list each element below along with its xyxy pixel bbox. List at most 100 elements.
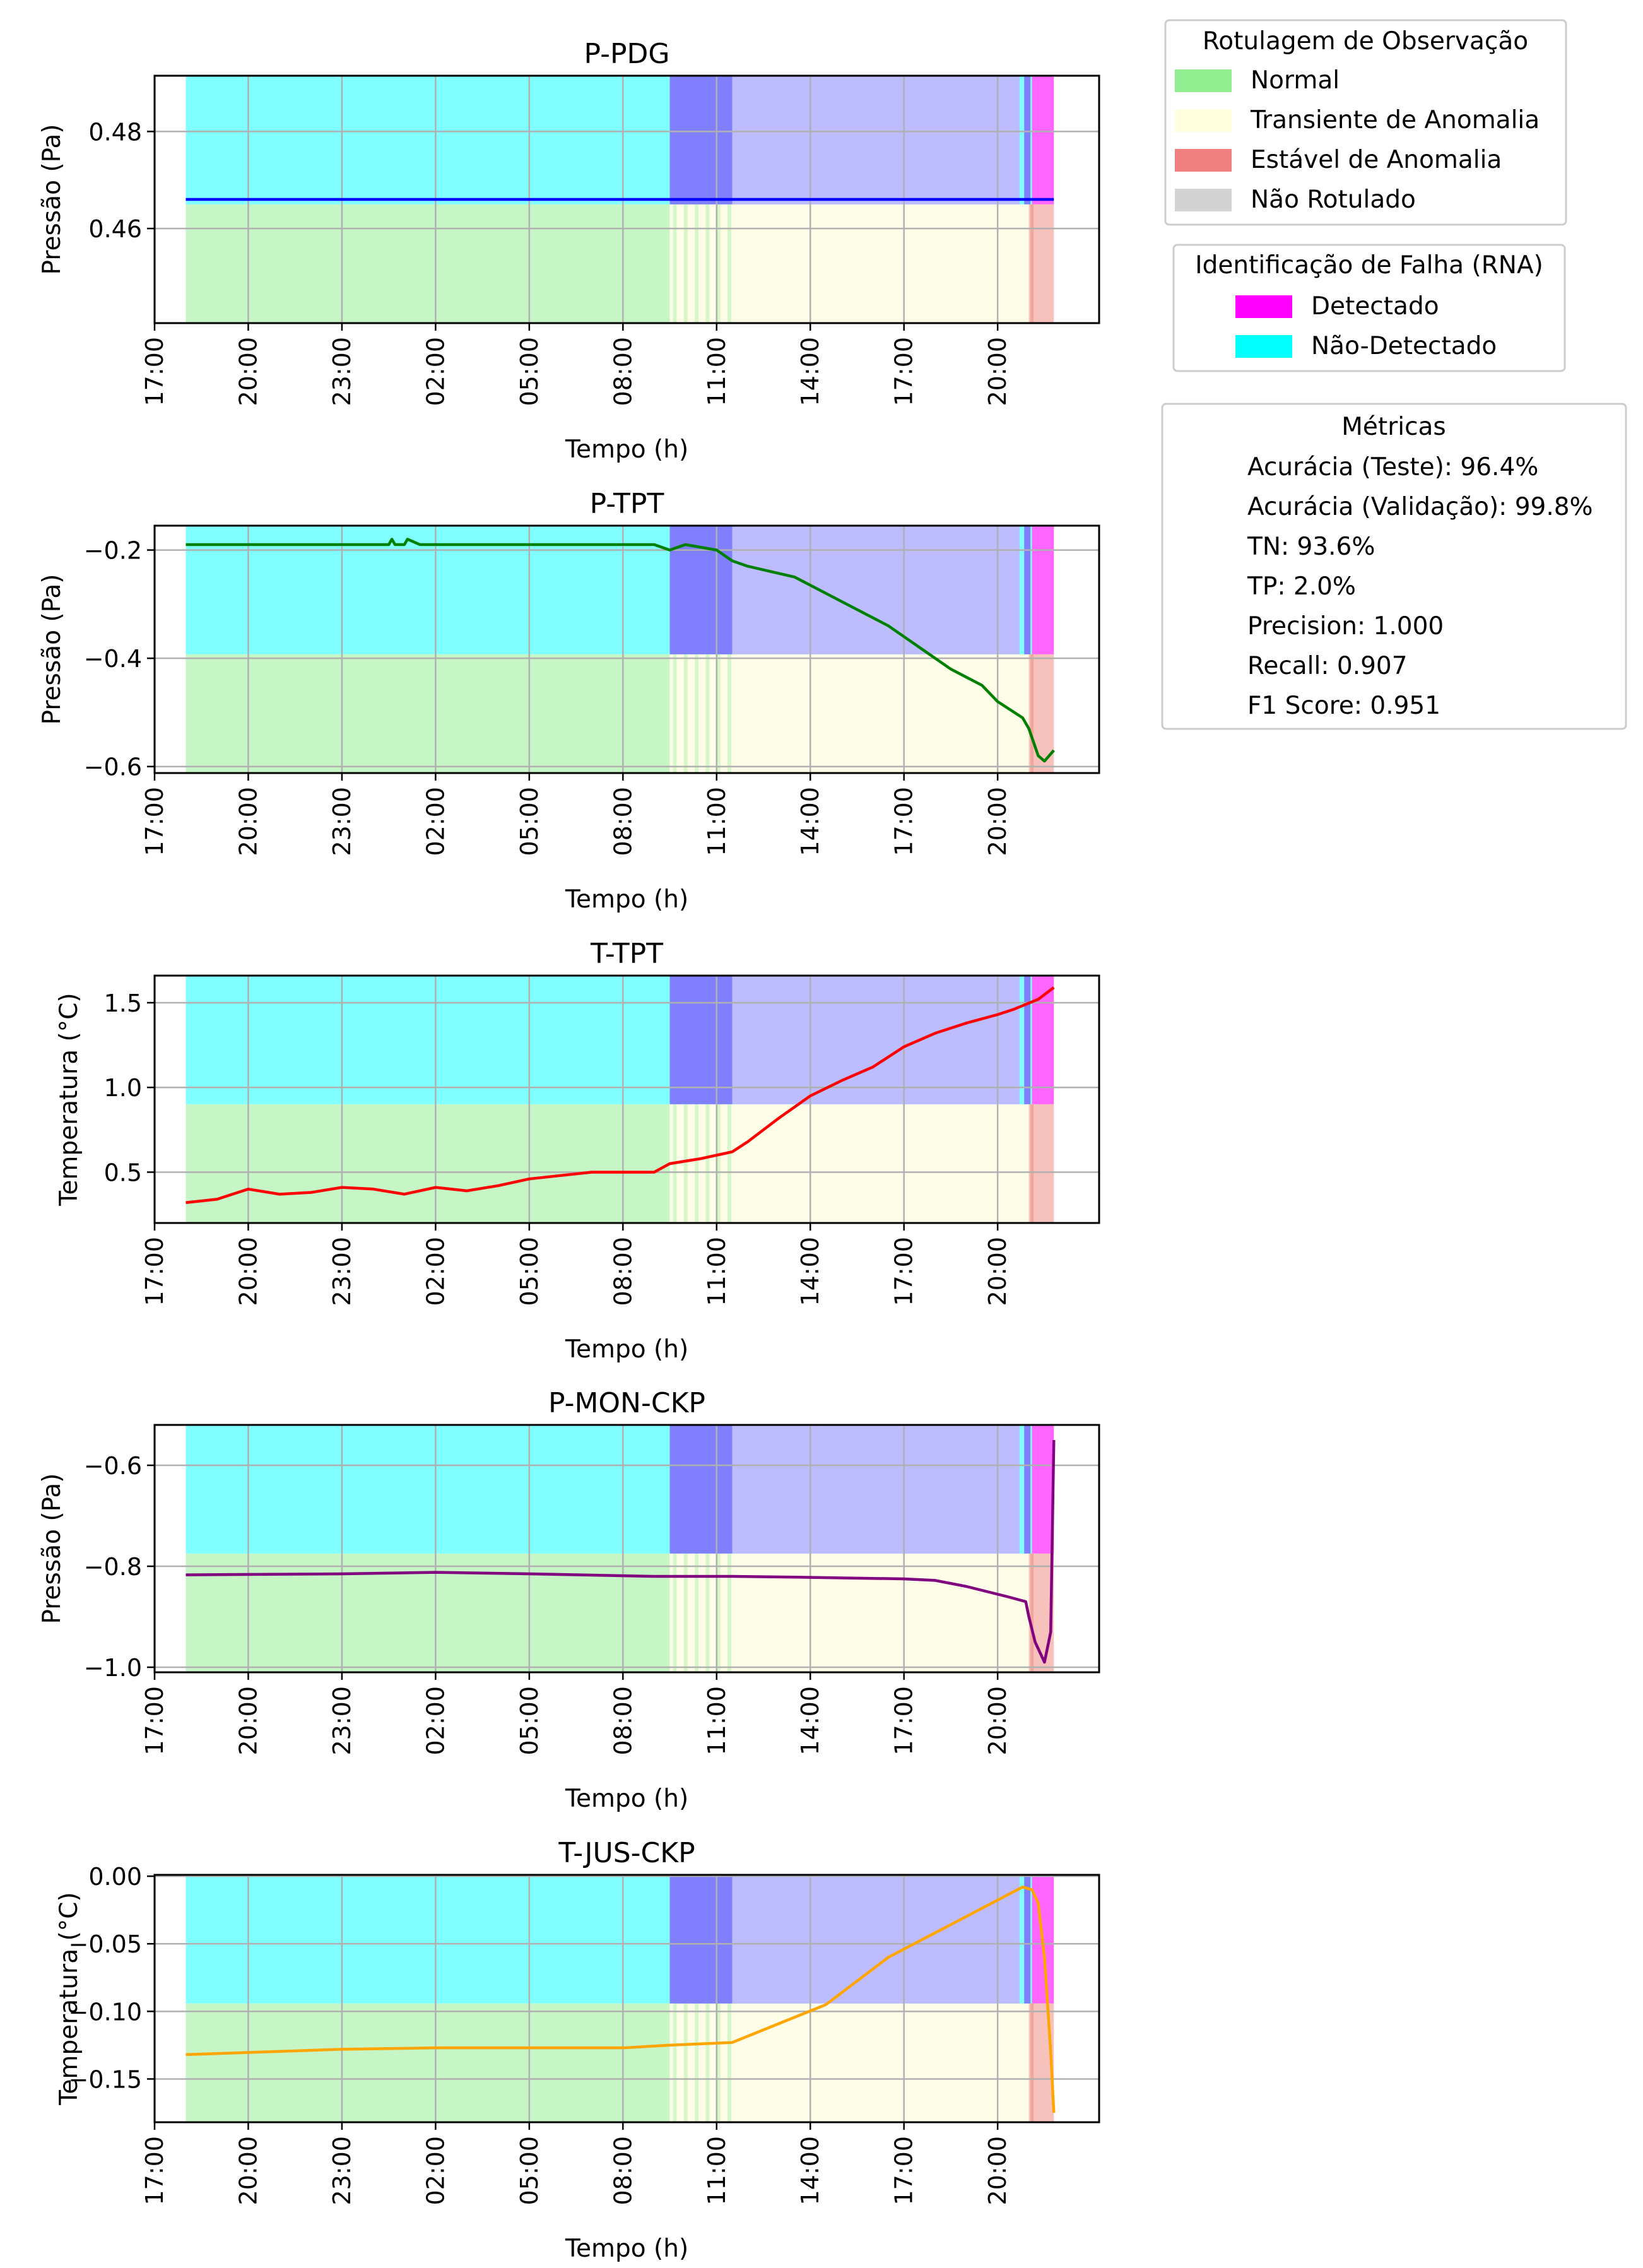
- subplot-title: P-MON-CKP: [548, 1387, 705, 1419]
- band-transition-stripe: [695, 2003, 699, 2122]
- metrics-title: Métricas: [1341, 413, 1446, 441]
- x-tick-label: 08:00: [609, 787, 637, 856]
- band-transition-stripe: [705, 2003, 710, 2122]
- band-detected: [1032, 1425, 1054, 1554]
- y-tick-label: 0.46: [88, 215, 142, 243]
- subplot-title: P-PDG: [584, 38, 670, 70]
- x-tick-label: 17:00: [141, 787, 168, 856]
- x-tick-label: 23:00: [328, 2136, 356, 2206]
- band-transition-stripe: [727, 654, 732, 773]
- band-normal: [186, 1104, 670, 1223]
- x-tick-label: 08:00: [609, 1237, 637, 1306]
- band-transient: [669, 204, 1029, 323]
- band-overlay-test: [732, 1875, 1020, 2004]
- subplot-title: T-TPT: [590, 938, 663, 970]
- y-tick-label: 0.00: [88, 1863, 142, 1891]
- x-tick-label: 11:00: [703, 1686, 731, 1756]
- y-axis-label: Pressão (Pa): [38, 574, 66, 725]
- band-overlay-validation: [669, 526, 733, 654]
- band-transition-stripe: [695, 1104, 699, 1223]
- x-axis-label: Tempo (h): [565, 1785, 688, 1813]
- x-tick-label: 23:00: [328, 1686, 356, 1756]
- y-tick-label: −1.0: [84, 1654, 142, 1682]
- x-tick-label: 11:00: [703, 787, 731, 856]
- plot-frame: [153, 1424, 1100, 1674]
- x-tick-label: 20:00: [984, 1686, 1011, 1756]
- y-axis-label: Pressão (Pa): [38, 1474, 66, 1624]
- x-tick-label: 17:00: [890, 2136, 918, 2206]
- subplot-title: T-JUS-CKP: [558, 1837, 695, 1869]
- x-tick-label: 20:00: [234, 1686, 262, 1756]
- x-tick-label: 17:00: [141, 1237, 168, 1306]
- legend-fault: Identificação de Falha (RNA) Detectado Nã…: [1172, 244, 1566, 372]
- subplot-p-tpt: P-TPT −0.6 −0.4 −0.2 Pressão (Pa) 17:00 20:00 2…: [38, 488, 1100, 914]
- subplot-t-tpt: T-TPT 0.5 1.0 1.5 Temperatura (°C) 17:00 20:00…: [55, 938, 1100, 1364]
- x-tick-label: 14:00: [796, 1686, 824, 1756]
- series-line: [186, 1439, 1056, 1664]
- x-tick-label: 20:00: [984, 2136, 1011, 2206]
- plot-frame: [153, 1874, 1100, 2123]
- x-tick-label: 14:00: [796, 787, 824, 856]
- band-transient: [669, 654, 1029, 773]
- metric-line: Recall: 0.907: [1247, 652, 1408, 680]
- band-transition-stripe: [673, 204, 677, 323]
- band-overlay-end: [1024, 976, 1031, 1104]
- legend-fault-title: Identificação de Falha (RNA): [1195, 251, 1543, 280]
- legend-label: Transiente de Anomalia: [1250, 106, 1540, 134]
- legend-swatch: [1235, 335, 1292, 358]
- x-tick-label: 23:00: [328, 337, 356, 406]
- y-tick-label: 0.5: [104, 1159, 142, 1186]
- band-transition-stripe: [727, 1104, 732, 1223]
- band-transition-stripe: [673, 1553, 677, 1672]
- legend-swatch: [1175, 109, 1232, 132]
- band-transition-stripe: [716, 1104, 721, 1223]
- band-transient: [669, 2003, 1029, 2122]
- band-transition-stripe: [705, 1104, 710, 1223]
- band-transition-stripe: [695, 654, 699, 773]
- metric-line: TN: 93.6%: [1247, 533, 1375, 561]
- metric-line: TP: 2.0%: [1247, 572, 1356, 601]
- x-tick-label: 05:00: [515, 337, 543, 406]
- x-tick-label: 20:00: [234, 1237, 262, 1306]
- y-tick-label: −0.8: [84, 1553, 142, 1581]
- band-transition-stripe: [683, 1553, 688, 1672]
- band-transition-stripe: [683, 1104, 688, 1223]
- legend-label: Normal: [1251, 66, 1340, 95]
- x-tick-label: 05:00: [515, 2136, 543, 2206]
- band-transition-stripe: [673, 654, 677, 773]
- band-overlay-validation: [669, 976, 733, 1104]
- metric-line: F1 Score: 0.951: [1247, 692, 1440, 720]
- band-overlay-test: [732, 76, 1020, 204]
- series-line: [186, 986, 1055, 1205]
- y-axis-label: Pressão (Pa): [38, 124, 66, 275]
- x-tick-label: 11:00: [703, 337, 731, 406]
- band-transition-stripe: [683, 204, 688, 323]
- band-detected: [1032, 526, 1054, 654]
- band-transition-stripe: [716, 654, 721, 773]
- x-tick-label: 23:00: [328, 1237, 356, 1306]
- band-overlay-test: [732, 1425, 1020, 1554]
- band-overlay-end: [1024, 1425, 1031, 1554]
- band-overlay-end: [1024, 526, 1031, 654]
- x-tick-label: 02:00: [421, 787, 449, 856]
- metric-line: Precision: 1.000: [1247, 612, 1444, 641]
- x-tick-label: 17:00: [890, 787, 918, 856]
- x-tick-label: 20:00: [234, 2136, 262, 2206]
- charts-area: P-PDG 0.46 0.48 Pressão (Pa) 17:00 20:00 23:00…: [38, 38, 1100, 2263]
- band-transition-stripe: [705, 654, 710, 773]
- x-tick-label: 08:00: [609, 2136, 637, 2206]
- x-tick-label: 23:00: [328, 787, 356, 856]
- legend-observation-title: Rotulagem de Observação: [1203, 27, 1528, 56]
- x-tick-label: 17:00: [141, 2136, 168, 2206]
- plot-frame: [153, 74, 1100, 324]
- band-transient: [669, 1104, 1029, 1223]
- x-tick-label: 20:00: [234, 337, 262, 406]
- band-stable-edge: [1030, 204, 1034, 323]
- band-transition-stripe: [716, 1553, 721, 1672]
- x-tick-label: 05:00: [515, 1237, 543, 1306]
- band-transition-stripe: [727, 2003, 732, 2122]
- band-normal: [186, 2003, 670, 2122]
- band-transition-stripe: [705, 204, 710, 323]
- x-tick-label: 02:00: [421, 1686, 449, 1756]
